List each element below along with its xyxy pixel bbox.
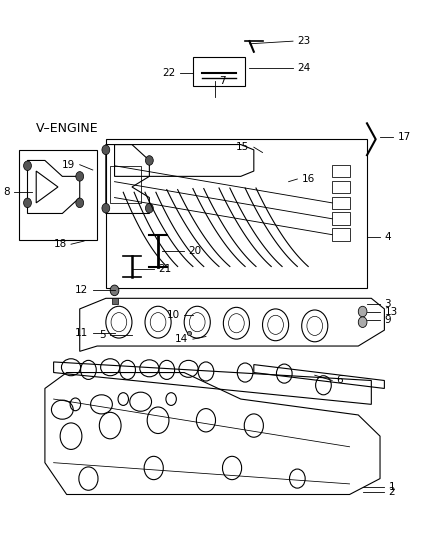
Bar	[332, 197, 350, 209]
Bar	[332, 181, 350, 193]
Text: 15: 15	[236, 142, 250, 152]
Circle shape	[76, 172, 84, 181]
Text: 21: 21	[158, 264, 171, 274]
Circle shape	[102, 204, 110, 213]
Text: 20: 20	[188, 246, 201, 256]
Text: 14: 14	[175, 334, 188, 344]
Bar	[110, 166, 141, 203]
Text: 3: 3	[385, 298, 391, 309]
Text: 13: 13	[385, 306, 398, 317]
Text: 4: 4	[385, 232, 391, 243]
Bar	[332, 228, 350, 241]
Circle shape	[24, 198, 32, 208]
Text: 23: 23	[297, 36, 311, 46]
Text: 16: 16	[302, 174, 315, 184]
Text: 11: 11	[75, 328, 88, 338]
Circle shape	[24, 161, 32, 171]
Circle shape	[76, 198, 84, 208]
Text: 19: 19	[62, 160, 75, 169]
Circle shape	[358, 317, 367, 327]
Text: V–ENGINE: V–ENGINE	[36, 122, 99, 135]
Circle shape	[102, 145, 110, 155]
Circle shape	[145, 204, 153, 213]
Text: 9: 9	[385, 314, 391, 325]
Circle shape	[145, 156, 153, 165]
Text: 17: 17	[397, 132, 411, 142]
Bar	[332, 165, 350, 177]
Text: 8: 8	[4, 187, 10, 197]
Bar	[332, 213, 350, 225]
Text: 7: 7	[219, 76, 226, 86]
Circle shape	[110, 285, 119, 296]
Text: 1: 1	[389, 481, 396, 491]
Text: 12: 12	[75, 285, 88, 295]
Circle shape	[358, 306, 367, 317]
Text: 10: 10	[167, 310, 180, 320]
Text: 18: 18	[53, 239, 67, 249]
Text: 2: 2	[389, 487, 396, 497]
Text: 5: 5	[99, 330, 106, 341]
Text: 6: 6	[336, 375, 343, 385]
Text: 22: 22	[162, 68, 176, 78]
Text: 24: 24	[297, 63, 311, 72]
